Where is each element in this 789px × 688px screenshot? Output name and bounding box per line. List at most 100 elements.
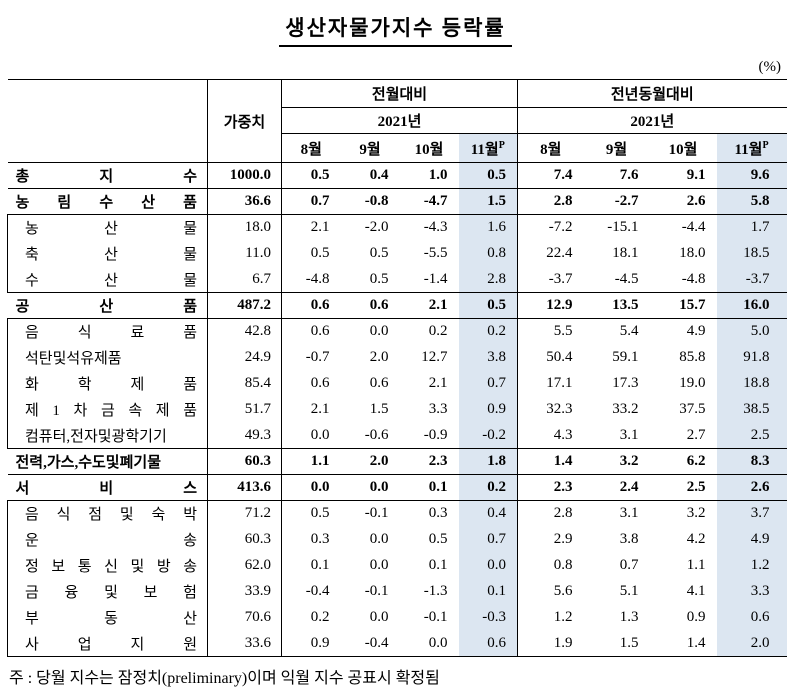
weight-value: 42.8 <box>207 318 282 345</box>
yoy-value-prelim: -3.7 <box>716 266 787 293</box>
table-row-livestock-products: 축 산 물 11.0 0.5 0.5 -5.5 0.8 22.4 18.1 18… <box>7 240 787 267</box>
yoy-value: 0.7 <box>619 557 639 573</box>
mom-value-prelim: 3.8 <box>458 344 519 371</box>
mom-value: 0.5 <box>340 266 400 293</box>
yoy-value: 17.1 <box>546 375 573 391</box>
yoy-month-header-nov-prelim: 11월P <box>716 133 787 163</box>
mom-value: 2.1 <box>428 375 448 391</box>
weight-value: 487.2 <box>207 292 282 319</box>
weight-value: 413.6 <box>207 474 282 501</box>
yoy-value: 4.2 <box>686 531 706 547</box>
weight-value: 85.4 <box>207 370 282 397</box>
mom-value: 0.5 <box>428 531 448 547</box>
mom-value: -0.1 <box>423 609 448 625</box>
weight-value: 60.3 <box>207 526 282 553</box>
mom-value-prelim: 1.5 <box>458 188 519 215</box>
mom-value: 0.5 <box>281 162 341 189</box>
yoy-value: 2.7 <box>649 422 717 449</box>
mom-value: -2.0 <box>364 219 389 236</box>
row-label: 정 보 통 신 및 방 송 <box>7 552 208 579</box>
mom-value: 3.3 <box>428 401 448 417</box>
yoy-value: 37.5 <box>679 401 706 417</box>
yoy-value: 59.1 <box>612 349 639 365</box>
mom-month-header-sep: 9월 <box>340 133 400 163</box>
yoy-value-prelim: 18.5 <box>716 240 787 267</box>
mom-value: 0.9 <box>310 634 330 651</box>
yoy-value-prelim: 18.8 <box>716 370 787 397</box>
table-row-finance-insurance: 금 융 및 보 험 33.9 -0.4 -0.1 -1.3 0.1 5.6 5.… <box>7 578 787 605</box>
table-row-electricity-gas-water-waste: 전력,가스,수도및폐기물 60.3 1.1 2.0 2.3 1.8 1.4 3.… <box>7 448 787 475</box>
yoy-value: 7.4 <box>517 162 584 189</box>
yoy-value-prelim: 16.0 <box>716 292 787 319</box>
yoy-value-prelim: 3.7 <box>716 500 787 527</box>
yoy-value: -7.2 <box>548 219 573 236</box>
mom-value: -4.7 <box>399 188 459 215</box>
yoy-value: 1.4 <box>686 634 706 651</box>
weight-header: 가중치 <box>207 79 282 163</box>
yoy-value: -4.4 <box>681 219 706 236</box>
yoy-value: 3.8 <box>619 531 639 547</box>
row-label: 사 업 지 원 <box>7 630 208 657</box>
weight-value: 6.7 <box>207 266 282 293</box>
mom-value: 2.1 <box>310 401 330 417</box>
yoy-value: 5.4 <box>619 323 639 340</box>
mom-value-prelim: -0.2 <box>458 422 519 449</box>
mom-value: 0.0 <box>281 474 341 501</box>
mom-value: 0.0 <box>340 474 400 501</box>
row-label: 서 비 스 <box>7 474 208 501</box>
prelim-mark: P <box>498 139 505 151</box>
table-row-restaurants-accommodation: 음 식 점 및 숙 박 71.2 0.5 -0.1 0.3 0.4 2.8 3.… <box>7 500 787 527</box>
table-row-business-support-services: 사 업 지 원 33.6 0.9 -0.4 0.0 0.6 1.9 1.5 1.… <box>7 630 787 657</box>
mom-value-prelim: -0.3 <box>458 604 519 631</box>
row-label: 농 산 물 <box>7 214 208 241</box>
row-label: 총 지 수 <box>7 162 208 189</box>
mom-value: 0.0 <box>369 557 389 573</box>
mom-value: -0.1 <box>364 505 389 522</box>
mom-month-header-oct: 10월 <box>399 133 459 163</box>
mom-value: -0.4 <box>305 583 330 599</box>
mom-value: 0.6 <box>281 292 341 319</box>
table-row-agricultural-products: 농 산 물 18.0 2.1 -2.0 -4.3 1.6 -7.2 -15.1 … <box>7 214 787 241</box>
yoy-value: 4.9 <box>686 323 706 340</box>
month-label: 11월 <box>470 141 499 158</box>
yoy-value: 33.2 <box>612 401 639 417</box>
mom-value: 0.1 <box>399 474 459 501</box>
mom-value: 0.7 <box>281 188 341 215</box>
header-row-groups: 가중치 전월대비 전년동월대비 <box>7 79 787 163</box>
yoy-value-prelim: 1.2 <box>716 552 787 579</box>
mom-value: -4.3 <box>423 219 448 236</box>
mom-value: 0.0 <box>369 609 389 625</box>
yoy-value-prelim: 91.8 <box>716 344 787 371</box>
yoy-value: 19.0 <box>679 375 706 391</box>
yoy-value-prelim: 1.7 <box>716 214 787 241</box>
yoy-value: 12.9 <box>517 292 584 319</box>
table-row-primary-metal-products: 제 1 차 금 속 제 품 51.7 2.1 1.5 3.3 0.9 32.3 … <box>7 396 787 423</box>
yoy-month-header-aug: 8월 <box>517 133 584 163</box>
mom-value: 0.2 <box>310 609 330 625</box>
yoy-value: 5.1 <box>619 583 639 599</box>
yoy-value: -3.7 <box>517 266 584 293</box>
weight-value: 18.0 <box>207 214 282 241</box>
yoy-month-header-oct: 10월 <box>649 133 717 163</box>
weight-value: 36.6 <box>207 188 282 215</box>
yoy-value: 2.8 <box>553 505 573 522</box>
table-row-agriculture-forestry-fishery: 농 림 수 산 품 36.6 0.7 -0.8 -4.7 1.5 2.8 -2.… <box>7 188 787 215</box>
mom-value: 0.6 <box>369 375 389 391</box>
yoy-value: 3.1 <box>619 505 639 522</box>
mom-year-header: 2021년 <box>281 107 519 134</box>
header-row-months: 8월 9월 10월 11월P 8월 9월 10월 11월P <box>8 133 787 163</box>
table-row-fishery-products: 수 산 물 6.7 -4.8 0.5 -1.4 2.8 -3.7 -4.5 -4… <box>7 266 787 293</box>
mom-value: -4.8 <box>281 266 341 293</box>
mom-value: 0.0 <box>369 323 389 340</box>
yoy-value: 5.6 <box>553 583 573 599</box>
table-row-information-communication-broadcasting: 정 보 통 신 및 방 송 62.0 0.1 0.0 0.1 0.0 0.8 0… <box>7 552 787 579</box>
yoy-value-prelim: 5.8 <box>716 188 787 215</box>
mom-value: -0.7 <box>305 349 330 365</box>
weight-value: 51.7 <box>207 396 282 423</box>
row-label: 화 학 제 품 <box>7 370 208 397</box>
ppi-table: 가중치 전월대비 전년동월대비 2021년 2021년 8월 9월 10월 11… <box>7 79 787 657</box>
yoy-value-prelim: 5.0 <box>716 318 787 345</box>
yoy-value: 4.3 <box>517 422 584 449</box>
mom-value-prelim: 0.2 <box>458 318 519 345</box>
row-label: 금 융 및 보 험 <box>7 578 208 605</box>
